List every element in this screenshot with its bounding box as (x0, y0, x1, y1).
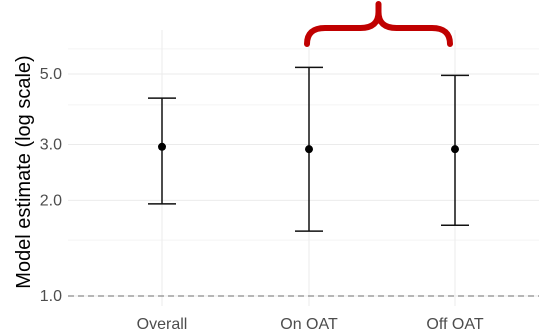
y-tick-label: 2.0 (40, 192, 62, 209)
marks (148, 66, 469, 232)
grid (68, 30, 539, 306)
brace-annotation (304, 1, 453, 47)
y-tick-label: 3.0 (40, 136, 62, 153)
estimate-point (158, 142, 166, 151)
x-tick-label: On OAT (280, 316, 338, 333)
y-axis-title: Model estimate (log scale) (13, 55, 35, 288)
estimate-point (305, 145, 313, 154)
y-tick-label: 5.0 (40, 66, 62, 83)
y-axis-ticks: 1.0 2.0 3.0 5.0 (40, 66, 62, 305)
x-axis-ticks: Overall On OAT Off OAT (137, 316, 484, 333)
estimate-point (451, 145, 459, 154)
x-tick-label: Off OAT (426, 316, 483, 333)
x-tick-label: Overall (137, 316, 188, 333)
y-tick-label: 1.0 (40, 288, 62, 305)
